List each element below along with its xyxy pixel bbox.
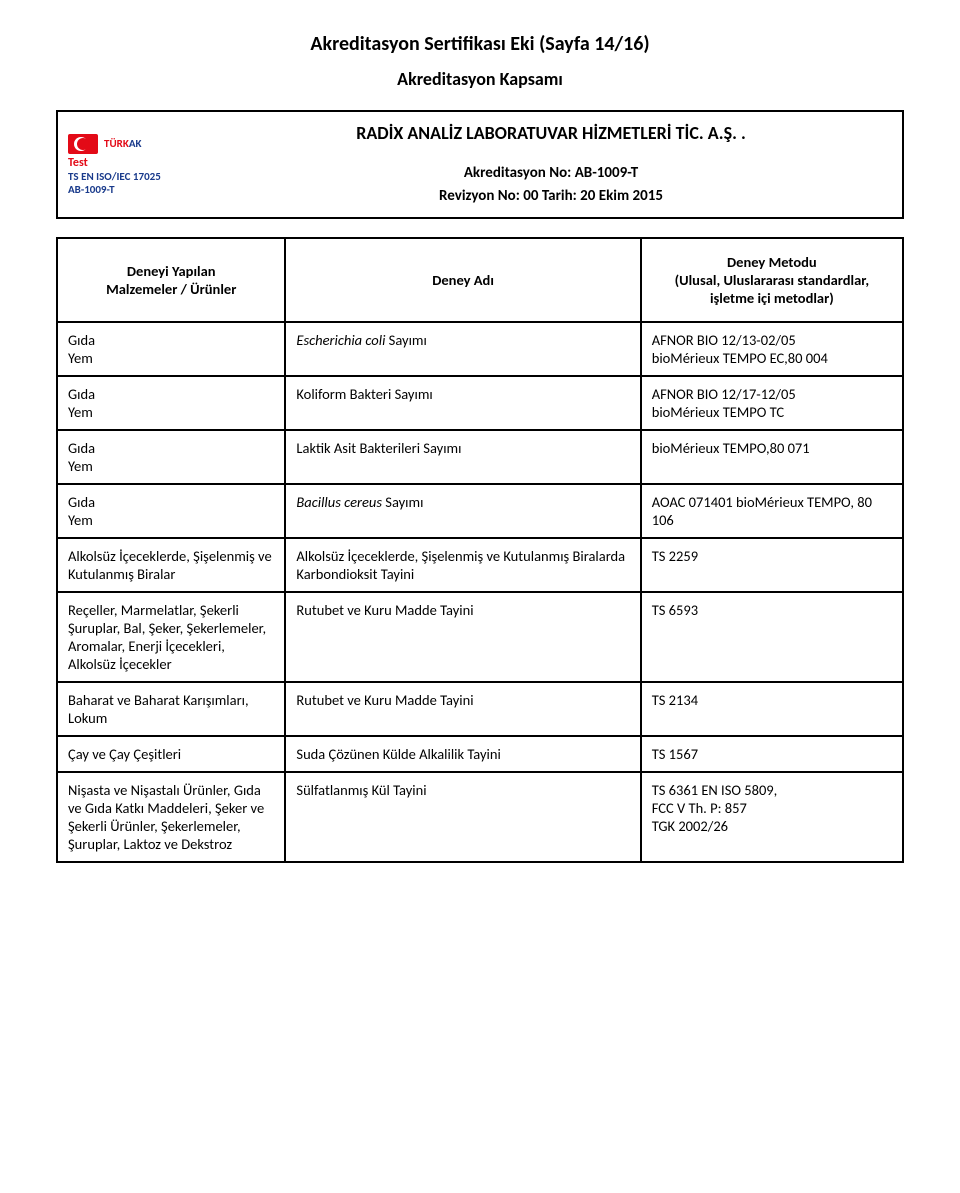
revision-line: Revizyon No: 00 Tarih: 20 Ekim 2015 [439,185,663,208]
table-row: Çay ve Çay ÇeşitleriSuda Çözünen Külde A… [57,736,903,772]
italic-organism: Escherichia coli [296,331,385,349]
material-cell: GıdaYem [57,484,285,538]
table-row: Reçeller, Marmelatlar, Şekerli Şuruplar,… [57,592,903,682]
col3-l1: Deney Metodu [727,253,817,271]
material-cell: Alkolsüz İçeceklerde, Şişelenmiş ve Kutu… [57,538,285,592]
col3-l3: işletme içi metodlar) [710,289,834,307]
material-cell: Nişasta ve Nişastalı Ürünler, Gıda ve Gı… [57,772,285,862]
col1-l1: Deneyi Yapılan [127,262,216,280]
table-row: GıdaYemKoliform Bakteri SayımıAFNOR BIO … [57,376,903,430]
col3-l2: (Ulusal, Uluslararası standardlar, [675,271,869,289]
table-row: GıdaYemEscherichia coli SayımıAFNOR BIO … [57,322,903,376]
test-cell: Laktik Asit Bakterileri Sayımı [285,430,640,484]
material-cell: Baharat ve Baharat Karışımları, Lokum [57,682,285,736]
title-line-2: Akreditasyon Kapsamı [56,68,904,90]
col1-l2: Malzemeler / Ürünler [106,280,236,298]
test-cell: Suda Çözünen Külde Alkalilik Tayini [285,736,640,772]
material-cell: GıdaYem [57,430,285,484]
table-row: GıdaYemBacillus cereus SayımıAOAC 071401… [57,484,903,538]
method-cell: TS 2134 [641,682,903,736]
method-cell: AFNOR BIO 12/17-12/05bioMérieux TEMPO TC [641,376,903,430]
method-cell: TS 1567 [641,736,903,772]
document-header: Akreditasyon Sertifikası Eki (Sayfa 14/1… [56,32,904,90]
method-cell: AFNOR BIO 12/13-02/05bioMérieux TEMPO EC… [641,322,903,376]
method-cell: AOAC 071401 bioMérieux TEMPO, 80 106 [641,484,903,538]
test-cell: Rutubet ve Kuru Madde Tayini [285,592,640,682]
header-box: TÜRKAK Test TS EN ISO/IEC 17025 AB-1009-… [56,110,904,219]
logo-ab: AB-1009-T [68,183,190,196]
test-cell: Koliform Bakteri Sayımı [285,376,640,430]
table-header-row: Deneyi Yapılan Malzemeler / Ürünler Dene… [57,238,903,322]
header-right: RADİX ANALİZ LABORATUVAR HİZMETLERİ TİC.… [200,112,902,217]
test-cell: Bacillus cereus Sayımı [285,484,640,538]
logo-ak: AK [129,137,142,150]
accreditation-no: Akreditasyon No: AB-1009-T [464,162,638,185]
title-line-1: Akreditasyon Sertifikası Eki (Sayfa 14/1… [56,32,904,56]
accreditation-table: Deneyi Yapılan Malzemeler / Ürünler Dene… [56,237,904,863]
col-header-method: Deney Metodu (Ulusal, Uluslararası stand… [641,238,903,322]
logo-turk: TÜRK [104,137,129,150]
company-name: RADİX ANALİZ LABORATUVAR HİZMETLERİ TİC.… [356,122,746,144]
test-cell: Sülfatlanmış Kül Tayini [285,772,640,862]
method-cell: TS 6361 EN ISO 5809,FCC V Th. P: 857TGK … [641,772,903,862]
material-cell: Reçeller, Marmelatlar, Şekerli Şuruplar,… [57,592,285,682]
col-header-test: Deney Adı [285,238,640,322]
test-cell: Alkolsüz İçeceklerde, Şişelenmiş ve Kutu… [285,538,640,592]
italic-organism: Bacillus cereus [296,493,382,511]
material-cell: Çay ve Çay Çeşitleri [57,736,285,772]
table-row: Nişasta ve Nişastalı Ürünler, Gıda ve Gı… [57,772,903,862]
table-row: Baharat ve Baharat Karışımları, LokumRut… [57,682,903,736]
method-cell: bioMérieux TEMPO,80 071 [641,430,903,484]
table-row: GıdaYemLaktik Asit Bakterileri Sayımıbio… [57,430,903,484]
method-cell: TS 6593 [641,592,903,682]
method-cell: TS 2259 [641,538,903,592]
material-cell: GıdaYem [57,322,285,376]
logo-iso: TS EN ISO/IEC 17025 [68,170,190,183]
turkish-flag-icon [68,134,98,154]
logo-cell: TÜRKAK Test TS EN ISO/IEC 17025 AB-1009-… [58,112,200,217]
material-cell: GıdaYem [57,376,285,430]
test-cell: Escherichia coli Sayımı [285,322,640,376]
table-row: Alkolsüz İçeceklerde, Şişelenmiş ve Kutu… [57,538,903,592]
logo-test-label: Test [68,156,190,170]
turkak-logo: TÜRKAK Test TS EN ISO/IEC 17025 AB-1009-… [68,134,190,196]
col-header-materials: Deneyi Yapılan Malzemeler / Ürünler [57,238,285,322]
test-cell: Rutubet ve Kuru Madde Tayini [285,682,640,736]
